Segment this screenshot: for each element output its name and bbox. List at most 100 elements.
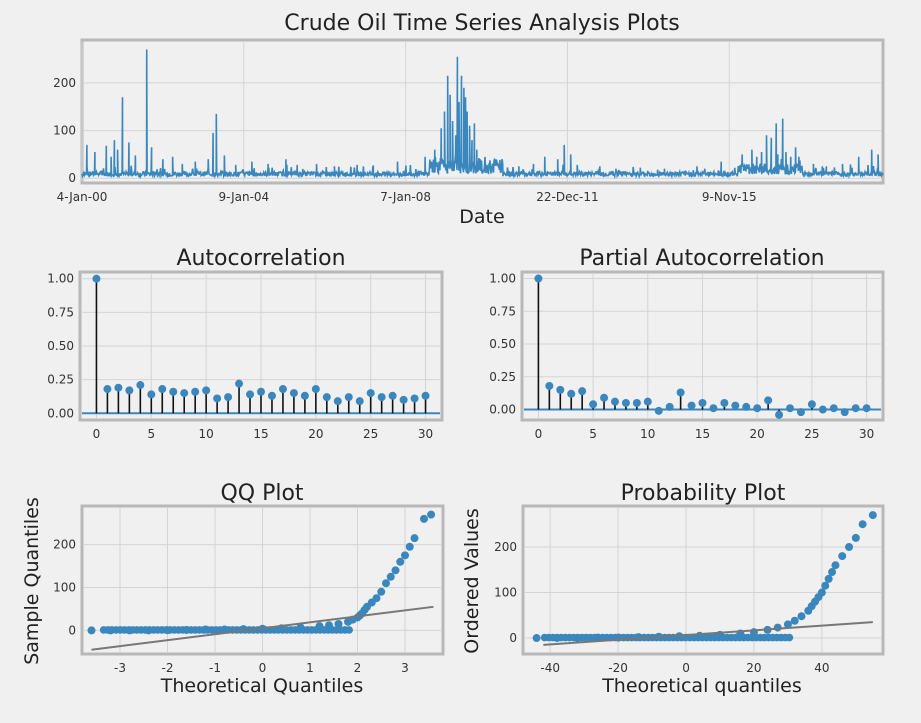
- qq-point: [372, 594, 381, 603]
- pacf-marker: [654, 406, 663, 415]
- pacf-y-tick-label: 1.00: [489, 272, 516, 286]
- pacf-x-tick-label: 20: [750, 427, 765, 441]
- qq-y-tick-label: 0: [68, 623, 76, 637]
- pacf-marker: [818, 405, 827, 414]
- acf-marker: [136, 381, 145, 390]
- qq-chart: QQ Plot Theoretical Quantiles Sample Qua…: [21, 481, 445, 697]
- pacf-marker: [676, 388, 685, 397]
- qq-x-tick-label: 1: [306, 661, 314, 675]
- qq-x-tick-label: 3: [401, 661, 409, 675]
- acf-x-tick-label: 30: [418, 427, 433, 441]
- time-series-title: Crude Oil Time Series Analysis Plots: [284, 11, 679, 36]
- pacf-y-tick-label: 0.50: [489, 337, 516, 351]
- pacf-x-tick-label: 0: [535, 427, 543, 441]
- ts-y-tick-label: 0: [68, 171, 76, 185]
- pacf-marker: [862, 404, 871, 413]
- prob-point: [824, 574, 833, 583]
- pacf-y-tick-label: 0.00: [489, 403, 516, 417]
- pacf-marker: [610, 397, 619, 406]
- ts-x-tick-label: 9-Nov-15: [702, 190, 757, 204]
- prob-point: [831, 561, 840, 570]
- pacf-marker: [589, 400, 598, 409]
- pacf-marker: [665, 402, 674, 411]
- pacf-marker: [621, 398, 630, 407]
- pacf-marker: [796, 408, 805, 417]
- prob-point: [851, 533, 860, 542]
- qq-x-tick-label: 0: [259, 661, 267, 675]
- pacf-x-tick-label: 5: [589, 427, 597, 441]
- prob-y-tick-label: 0: [509, 631, 517, 645]
- pacf-x-tick-label: 15: [695, 427, 710, 441]
- pacf-marker: [600, 393, 609, 402]
- qq-point: [391, 566, 400, 575]
- acf-marker: [191, 387, 200, 396]
- pacf-marker: [643, 397, 652, 406]
- qq-point: [87, 626, 96, 635]
- acf-marker: [311, 385, 320, 394]
- prob-title: Probability Plot: [621, 481, 786, 506]
- pacf-marker: [851, 404, 860, 413]
- pacf-marker: [775, 410, 784, 419]
- ts-x-tick-label: 9-Jan-04: [218, 190, 269, 204]
- acf-marker: [410, 394, 419, 403]
- acf-y-tick-label: 0.50: [47, 339, 74, 353]
- prob-x-tick-label: -20: [608, 661, 628, 675]
- prob-point: [790, 616, 799, 625]
- qq-x-tick-label: -2: [162, 661, 174, 675]
- prob-xlabel: Theoretical quantiles: [601, 675, 802, 697]
- pacf-y-tick-label: 0.25: [489, 370, 516, 384]
- pacf-marker: [556, 385, 565, 394]
- prob-point: [838, 552, 847, 561]
- qq-x-tick-label: -1: [209, 661, 221, 675]
- prob-point: [821, 581, 830, 590]
- ts-x-tick-label: 22-Dec-11: [536, 190, 598, 204]
- acf-marker: [202, 386, 211, 395]
- probability-chart: Probability Plot Theoretical quantiles O…: [461, 481, 885, 697]
- prob-point: [532, 634, 541, 643]
- acf-x-tick-label: 20: [308, 427, 323, 441]
- pacf-marker: [720, 398, 729, 407]
- qq-point: [377, 587, 386, 596]
- acf-marker: [235, 379, 244, 388]
- acf-marker: [344, 393, 353, 402]
- qq-x-tick-label: -3: [114, 661, 126, 675]
- acf-marker: [246, 390, 255, 399]
- acf-y-tick-label: 0.00: [47, 406, 74, 420]
- pacf-x-tick-label: 25: [804, 427, 819, 441]
- qq-point: [345, 626, 353, 634]
- qq-point: [427, 510, 436, 519]
- pacf-marker: [632, 398, 641, 407]
- qq-ylabel: Sample Quantiles: [21, 497, 43, 665]
- acf-marker: [366, 389, 375, 398]
- acf-title: Autocorrelation: [176, 246, 345, 271]
- acf-marker: [421, 391, 430, 400]
- pacf-marker: [709, 404, 718, 413]
- pacf-marker: [578, 387, 587, 396]
- prob-x-tick-label: 40: [814, 661, 829, 675]
- qq-point: [401, 551, 409, 560]
- time-series-xlabel: Date: [459, 206, 504, 228]
- acf-marker: [333, 397, 342, 406]
- acf-marker: [158, 385, 167, 394]
- acf-marker: [377, 393, 386, 402]
- ts-x-tick-label: 4-Jan-00: [57, 190, 108, 204]
- qq-point: [410, 534, 419, 543]
- acf-marker: [267, 391, 276, 400]
- prob-ylabel: Ordered Values: [461, 508, 483, 653]
- prob-point: [797, 612, 806, 621]
- acf-chart: Autocorrelation 0 5 10 15 20 25 30 0.00 0.25 0.50…: [47, 246, 444, 441]
- qq-point: [420, 514, 428, 523]
- acf-x-tick-label: 10: [199, 427, 214, 441]
- acf-marker: [399, 395, 408, 404]
- pacf-x-tick-label: 10: [640, 427, 655, 441]
- acf-marker: [322, 393, 331, 402]
- acf-marker: [388, 391, 397, 400]
- ts-plot-area: [80, 38, 885, 185]
- pacf-chart: Partial Autocorrelation 0 5 10 15 20 25 30 0.00…: [489, 246, 885, 441]
- pacf-marker: [807, 400, 816, 409]
- acf-x-tick-label: 5: [147, 427, 155, 441]
- qq-point: [334, 619, 343, 628]
- prob-point: [817, 588, 826, 597]
- qq-point: [382, 579, 390, 588]
